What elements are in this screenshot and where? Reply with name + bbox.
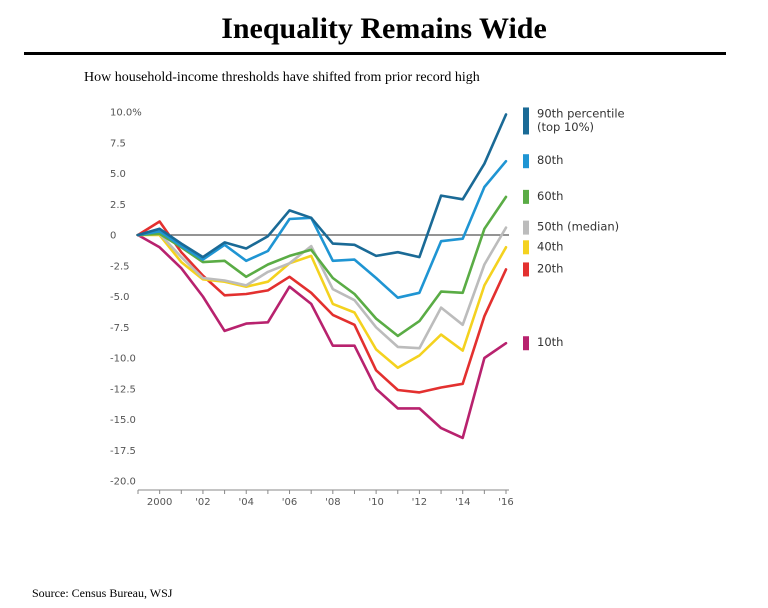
x-tick-label: '08 [325,497,340,508]
series-line-20th [136,220,508,394]
source-note: Source: Census Bureau, WSJ [32,586,173,600]
legend-label: 60th [537,189,563,203]
x-axis: 2000 '02 '04 '06 '08 '10 '12 '14 '16 [137,489,514,508]
y-tick-label: -10.0 [110,354,136,365]
legend-label: 90th percentile [537,106,625,120]
series-line-60th [136,195,508,338]
legend-label: 10th [537,335,563,349]
legend: 90th percentile(top 10%) 80th 60th 50th (me… [523,106,625,351]
legend-swatch [523,154,529,169]
legend-label: 50th (median) [537,220,619,234]
x-tick-label: '12 [412,497,427,508]
legend-label: 40th [537,239,563,253]
series-line-80th [136,159,508,300]
y-tick-label: 7.5 [110,138,126,149]
series-line-40th [136,233,508,370]
series-line-10th [136,233,508,440]
legend-swatch [523,189,529,204]
series-line-50th [136,226,508,350]
y-tick-label: 0 [110,231,116,242]
y-tick-label: 5.0 [110,169,126,180]
y-tick-label: -2.5 [110,261,130,272]
x-tick-label: '02 [195,497,210,508]
y-tick-label: -15.0 [110,415,136,426]
x-tick-label: '04 [238,497,253,508]
chart-subtitle: How household-income thresholds have shi… [84,70,480,85]
x-tick-label: '10 [368,497,383,508]
legend-label: 20th [537,261,563,275]
legend-swatch [523,336,529,351]
y-axis-ticks: 10.0% 7.5 5.0 2.5 0 -2.5 -5.0 -7.5 -10.0 -12.5 -15… [110,108,142,488]
y-tick-label: -5.0 [110,292,130,303]
x-tick-label: '16 [498,497,513,508]
title-divider [24,52,726,55]
series-line-90th [136,113,508,259]
y-tick-label: -7.5 [110,323,130,334]
y-tick-label: 10.0% [110,108,142,119]
legend-label: 80th [537,153,563,167]
legend-label: (top 10%) [537,120,594,134]
legend-swatch [523,220,529,235]
x-tick-label: '06 [282,497,297,508]
legend-swatch [523,107,529,135]
y-tick-label: -17.5 [110,446,136,457]
x-tick-label: 2000 [147,497,172,508]
y-tick-label: 2.5 [110,200,126,211]
legend-swatch [523,262,529,277]
y-tick-label: -12.5 [110,384,136,395]
legend-swatch [523,240,529,255]
chart-title: Inequality Remains Wide [221,12,547,45]
series-lines [136,113,508,440]
y-tick-label: -20.0 [110,477,136,488]
x-tick-label: '14 [455,497,470,508]
